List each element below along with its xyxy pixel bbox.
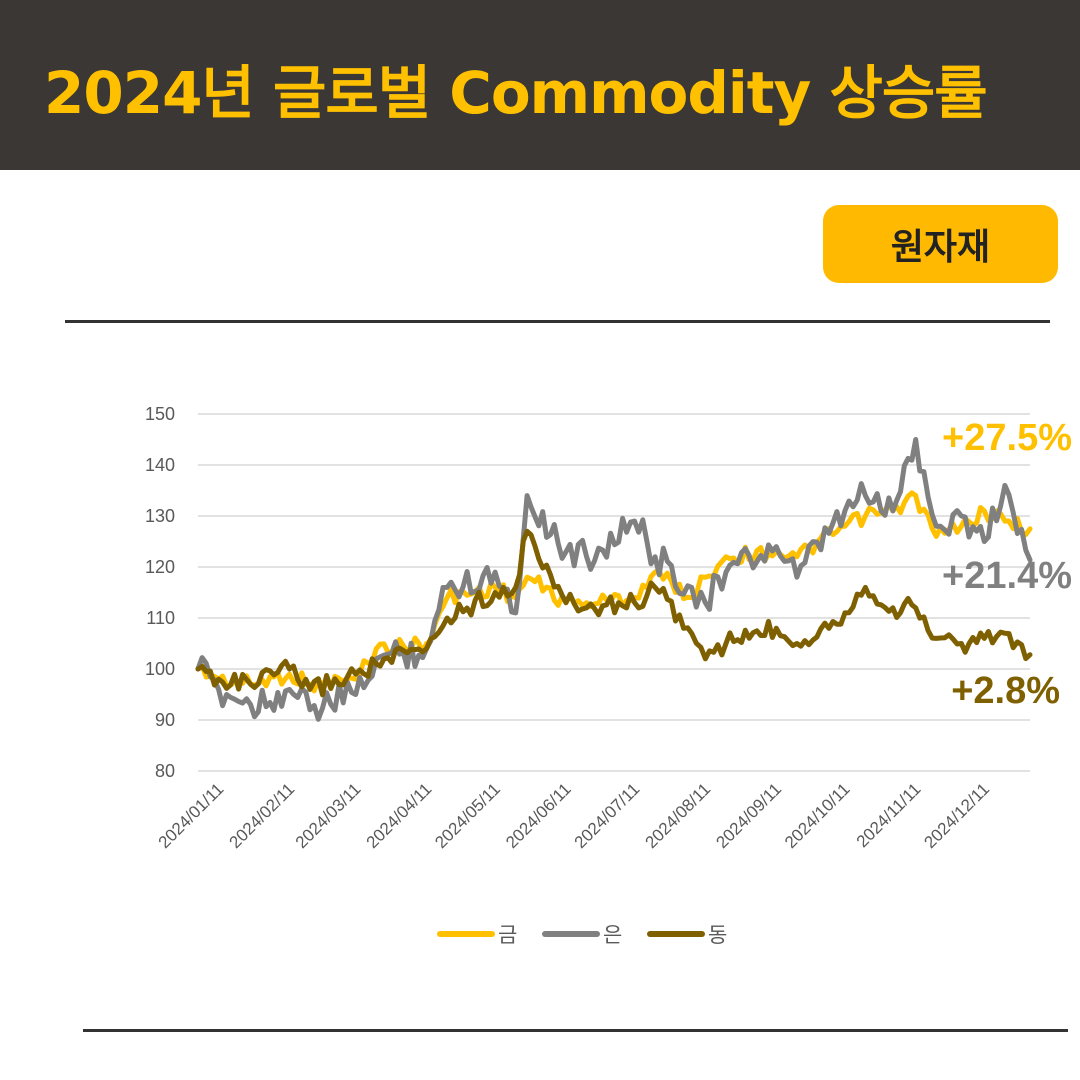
end-label-copper: +2.8% bbox=[951, 670, 1060, 712]
legend-label: 동 bbox=[708, 923, 727, 947]
x-tick-label: 2024/04/11 bbox=[363, 779, 436, 852]
series-lines bbox=[195, 437, 1033, 722]
series-line-silver bbox=[195, 437, 1033, 722]
x-tick-label: 2024/03/11 bbox=[292, 779, 365, 852]
series-line-gold bbox=[195, 490, 1033, 694]
y-tick-label: 120 bbox=[145, 557, 175, 577]
x-tick-label: 2024/08/11 bbox=[642, 779, 715, 852]
y-axis-ticks: 80 90 100 110 120 130 140 150 bbox=[145, 404, 175, 781]
x-tick-label: 2024/09/11 bbox=[712, 779, 785, 852]
legend-label: 은 bbox=[603, 923, 622, 947]
x-tick-label: 2024/05/11 bbox=[431, 779, 504, 852]
end-label-silver: +21.4% bbox=[942, 555, 1072, 597]
end-label-gold: +27.5% bbox=[942, 417, 1072, 459]
y-tick-label: 110 bbox=[146, 608, 175, 628]
x-tick-label: 2024/06/11 bbox=[502, 779, 575, 852]
legend-label: 금 bbox=[498, 923, 517, 947]
top-divider bbox=[65, 320, 1050, 323]
y-tick-label: 130 bbox=[145, 506, 175, 526]
header-bar: 2024년 글로벌 Commodity 상승률 bbox=[0, 0, 1080, 170]
series-line-copper bbox=[195, 528, 1033, 698]
y-tick-label: 100 bbox=[145, 659, 175, 679]
y-tick-label: 80 bbox=[155, 761, 175, 781]
x-tick-label: 2024/11/11 bbox=[853, 779, 925, 851]
x-tick-label: 2024/01/11 bbox=[155, 779, 228, 852]
y-tick-label: 150 bbox=[145, 404, 175, 424]
category-badge: 원자재 bbox=[823, 205, 1058, 283]
x-tick-label: 2024/07/11 bbox=[571, 779, 644, 852]
bottom-divider bbox=[83, 1029, 1068, 1032]
gridlines bbox=[198, 413, 1030, 772]
end-labels: +27.5% +21.4% +2.8% bbox=[942, 417, 1072, 712]
x-tick-label: 2024/12/11 bbox=[920, 779, 993, 852]
x-tick-label: 2024/10/11 bbox=[781, 779, 854, 852]
y-tick-label: 90 bbox=[155, 710, 175, 730]
x-axis-ticks: 2024/01/112024/02/112024/03/112024/04/11… bbox=[155, 779, 993, 852]
y-tick-label: 140 bbox=[145, 455, 175, 475]
x-tick-label: 2024/02/11 bbox=[226, 779, 299, 852]
page-title: 2024년 글로벌 Commodity 상승률 bbox=[44, 59, 988, 127]
